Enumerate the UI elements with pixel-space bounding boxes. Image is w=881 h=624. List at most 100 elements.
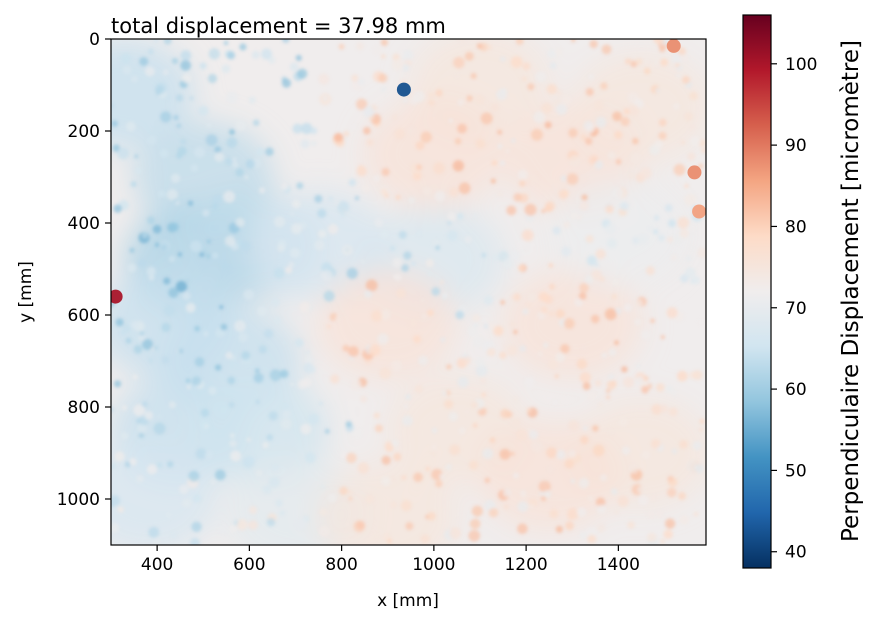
field-speckle: [548, 310, 555, 317]
field-speckle: [137, 423, 148, 434]
field-speckle: [433, 162, 445, 174]
field-speckle: [654, 140, 664, 150]
field-speckle: [296, 182, 304, 190]
field-speckle: [469, 518, 481, 530]
field-speckle: [594, 379, 602, 387]
field-speckle: [673, 163, 686, 176]
field-speckle: [266, 517, 276, 527]
field-speckle: [392, 257, 403, 268]
field-speckle: [350, 379, 362, 390]
field-speckle: [430, 443, 438, 450]
field-speckle: [168, 287, 179, 298]
field-speckle: [262, 441, 269, 449]
field-speckle: [544, 201, 555, 212]
field-speckle: [428, 99, 435, 106]
field-speckle: [167, 460, 174, 468]
field-speckle: [133, 344, 143, 354]
field-speckle: [374, 533, 383, 541]
field-speckle: [129, 458, 137, 466]
field-speckle: [304, 451, 317, 464]
field-speckle: [318, 401, 323, 406]
field-speckle: [664, 204, 673, 212]
field-speckle: [225, 351, 233, 360]
field-speckle: [194, 325, 201, 332]
field-speckle: [354, 196, 360, 201]
field-speckle: [699, 418, 705, 424]
field-speckle: [555, 89, 563, 97]
field-speckle: [571, 39, 576, 43]
field-speckle: [565, 521, 574, 531]
field-speckle: [454, 137, 462, 145]
field-speckle: [513, 329, 518, 335]
field-speckle: [214, 151, 225, 162]
field-speckle: [279, 369, 289, 379]
field-speckle: [440, 337, 446, 343]
field-speckle: [510, 418, 522, 429]
field-speckle: [497, 143, 503, 149]
field-speckle: [125, 121, 136, 132]
field-speckle: [627, 521, 635, 529]
field-speckle: [364, 494, 375, 505]
heatmap-speckles: [111, 39, 706, 545]
field-speckle: [235, 119, 247, 132]
field-speckle: [117, 147, 130, 160]
field-speckle: [253, 372, 264, 383]
field-speckle: [199, 62, 207, 70]
field-speckle: [589, 39, 598, 49]
field-speckle: [428, 91, 435, 99]
field-speckle: [414, 384, 423, 394]
field-speckle: [607, 427, 615, 435]
field-speckle: [318, 229, 327, 239]
field-speckle: [587, 495, 594, 502]
field-speckle: [481, 392, 486, 397]
y-tick-label: 200: [68, 122, 100, 142]
field-speckle: [400, 500, 412, 512]
field-speckle: [282, 409, 291, 419]
field-speckle: [163, 39, 172, 45]
field-region: [317, 462, 458, 545]
field-speckle: [188, 470, 200, 482]
field-speckle: [521, 76, 528, 82]
field-speckle: [596, 504, 607, 514]
field-speckle: [675, 62, 680, 68]
field-speckle: [447, 220, 452, 225]
field-speckle: [562, 189, 569, 196]
field-speckle: [139, 331, 145, 337]
field-speckle: [214, 469, 226, 481]
field-speckle: [157, 190, 166, 198]
field-speckle: [480, 112, 493, 125]
field-speckle: [482, 448, 494, 460]
field-speckle: [340, 212, 346, 218]
field-speckle: [256, 306, 267, 317]
field-speckle: [243, 289, 255, 301]
colorbar: 40 50 60 70 80 90 100 Perpendiculaire Displace…: [742, 14, 864, 569]
field-speckle: [490, 178, 496, 184]
field-speckle: [394, 128, 406, 140]
field-speckle: [295, 54, 302, 62]
field-speckle: [567, 508, 579, 520]
field-speckle: [453, 72, 461, 79]
field-speckle: [517, 264, 525, 272]
field-speckle: [318, 525, 331, 538]
field-speckle: [226, 91, 238, 104]
field-speckle: [541, 209, 546, 214]
field-speckle: [659, 46, 666, 53]
field-speckle: [139, 56, 149, 66]
field-speckle: [133, 404, 146, 417]
field-speckle: [449, 187, 459, 197]
field-speckle: [635, 299, 643, 307]
field-speckle: [361, 183, 371, 193]
field-speckle: [660, 539, 665, 544]
field-speckle: [652, 57, 661, 67]
field-speckle: [289, 211, 295, 217]
field-speckle: [689, 245, 694, 250]
field-speckle: [206, 239, 211, 244]
field-speckle: [405, 394, 411, 400]
field-speckle: [356, 520, 365, 530]
field-speckle: [142, 232, 148, 239]
field-speckle: [117, 506, 125, 513]
field-speckle: [125, 337, 132, 344]
field-speckle: [148, 357, 154, 364]
field-speckle: [657, 234, 665, 242]
field-speckle: [239, 360, 245, 365]
